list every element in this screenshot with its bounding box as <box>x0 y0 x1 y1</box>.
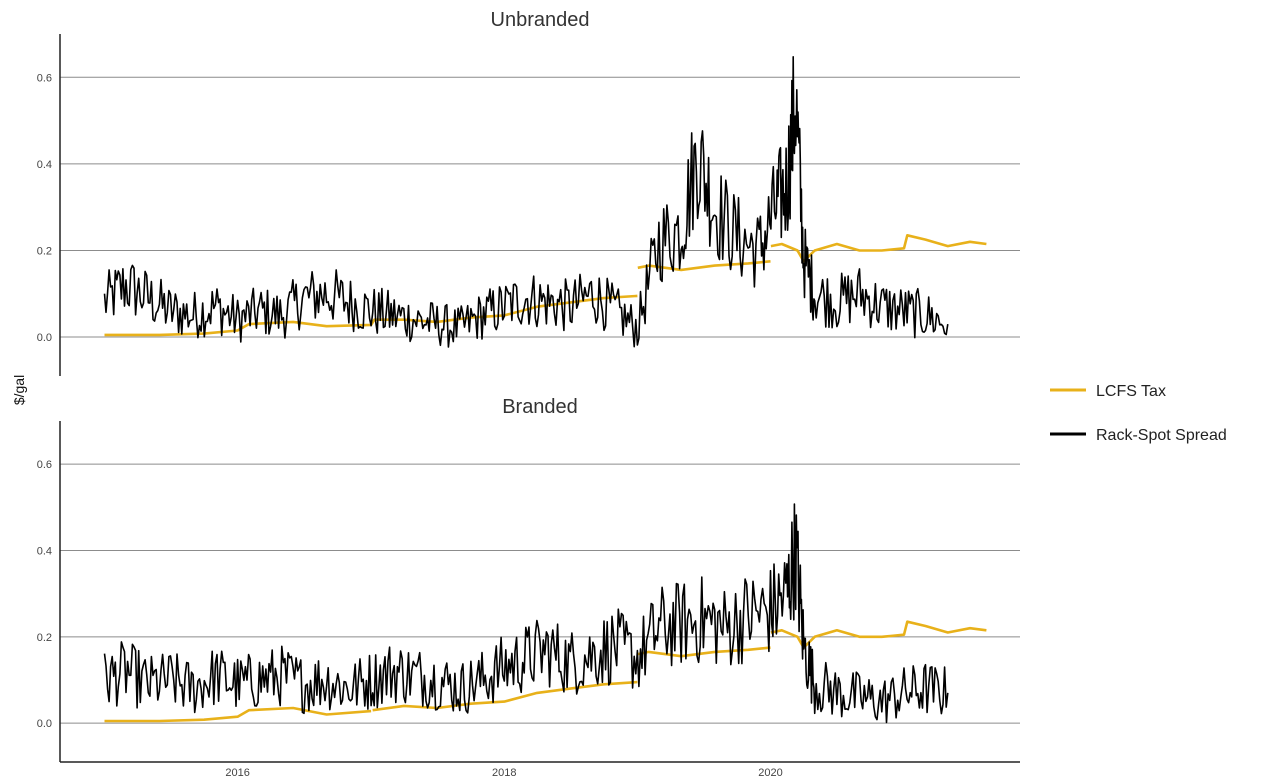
y-tick-label-1: 0.2 <box>37 632 52 644</box>
y-tick-label-3: 0.6 <box>37 459 52 471</box>
y-axis-title: $/gal <box>11 375 27 405</box>
y-tick-label-1: 0.2 <box>37 245 52 257</box>
series-lcfs-tax-segment-3 <box>770 620 987 649</box>
y-tick-label-0: 0.0 <box>37 332 52 344</box>
y-tick-label-3: 0.6 <box>37 72 52 84</box>
series-rack-spot-spread-segment-0 <box>103 56 949 348</box>
legend-label-spread: Rack-Spot Spread <box>1096 427 1227 444</box>
panel-0: 0.0 0.2 0.4 0.6 Unbranded <box>37 9 1020 376</box>
panels-layer: 0.0 0.2 0.4 0.6 Unbranded 0.0 0.2 0.4 0.6 Branded… <box>37 9 1020 779</box>
panel-title: Unbranded <box>491 9 590 31</box>
y-tick-label-2: 0.4 <box>37 159 52 171</box>
legend: LCFS Tax Rack-Spot Spread <box>1050 383 1227 444</box>
x-tick-label-0: 2016 <box>225 767 249 779</box>
series-lcfs-tax-segment-2 <box>637 646 771 658</box>
panel-1: 0.0 0.2 0.4 0.6 Branded 2016 2018 2020 <box>37 396 1020 779</box>
series-rack-spot-spread-segment-0 <box>103 503 949 724</box>
panel-title: Branded <box>502 396 578 418</box>
x-tick-label-2: 2020 <box>758 767 782 779</box>
series-lcfs-tax-segment-2 <box>770 234 987 263</box>
series-lcfs-tax-segment-0 <box>104 294 638 337</box>
series-lcfs-tax-segment-0 <box>104 706 372 723</box>
legend-label-lcfs: LCFS Tax <box>1096 383 1166 400</box>
series-lcfs-tax-segment-1 <box>372 680 638 712</box>
x-tick-label-1: 2018 <box>492 767 516 779</box>
y-tick-label-0: 0.0 <box>37 718 52 730</box>
y-tick-label-2: 0.4 <box>37 545 52 557</box>
